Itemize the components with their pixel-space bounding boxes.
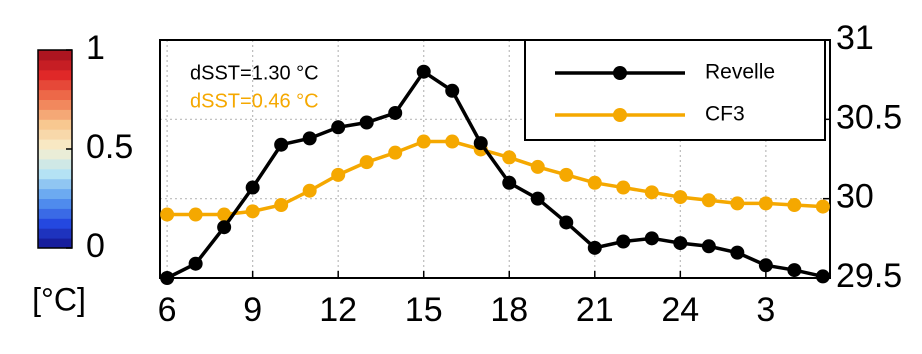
point <box>644 185 659 200</box>
colorbar-tick-label: 1 <box>86 29 105 67</box>
point <box>445 134 460 149</box>
point <box>787 198 802 213</box>
colorbar-cell <box>38 119 72 130</box>
point <box>359 155 374 170</box>
point <box>587 175 602 190</box>
point <box>559 215 574 230</box>
legend-label: CF3 <box>705 103 745 126</box>
colorbar-cell <box>38 208 72 219</box>
colorbar-cell <box>38 198 72 209</box>
colorbar-tick-label: 0 <box>86 227 105 265</box>
point <box>388 145 403 160</box>
colorbar-label: [°C] <box>32 281 86 317</box>
point <box>302 131 317 146</box>
point <box>502 150 517 165</box>
x-tick-label: 3 <box>756 291 775 329</box>
x-tick-label: 15 <box>405 291 443 329</box>
point <box>331 167 346 182</box>
point <box>473 136 488 151</box>
colorbar-cell <box>38 218 72 229</box>
colorbar-cell <box>38 50 72 61</box>
point <box>502 175 517 190</box>
colorbar-cell <box>38 188 72 199</box>
colorbar-tick-label: 0.5 <box>86 128 133 166</box>
plot-frame <box>159 39 831 279</box>
colorbar-cell <box>38 178 72 190</box>
point <box>245 180 260 195</box>
point <box>274 198 289 213</box>
colorbar-cell <box>38 59 72 71</box>
point <box>445 83 460 98</box>
point <box>274 137 289 152</box>
legend-marker <box>613 66 627 80</box>
colorbar-cell <box>38 109 72 120</box>
point <box>160 207 175 222</box>
y-tick-label: 31 <box>836 19 874 57</box>
point <box>644 231 659 246</box>
colorbar-cell <box>38 129 72 140</box>
colorbar-cell <box>38 139 72 150</box>
point <box>245 204 260 219</box>
point <box>217 220 232 235</box>
point <box>559 167 574 182</box>
point <box>160 271 175 285</box>
legend-marker <box>613 108 627 122</box>
colorbar-cell <box>38 168 72 180</box>
point <box>188 256 203 271</box>
colorbar-cell <box>38 158 72 170</box>
point <box>673 236 688 251</box>
y-tick-label: 30.5 <box>836 98 902 136</box>
point <box>701 193 716 208</box>
x-tick-label: 24 <box>661 291 699 329</box>
point <box>217 207 232 222</box>
point <box>416 64 431 79</box>
point <box>758 258 773 273</box>
series-line <box>167 139 823 217</box>
annotation: dSST=0.46 °C <box>190 90 319 112</box>
point <box>758 196 773 211</box>
point <box>587 240 602 255</box>
point <box>416 134 431 149</box>
point <box>388 105 403 120</box>
point <box>616 234 631 249</box>
point <box>673 190 688 205</box>
colorbar-cell <box>38 228 72 239</box>
x-tick-label: 21 <box>576 291 614 329</box>
colorbar-cell <box>38 69 72 81</box>
x-tick-label: 9 <box>243 291 262 329</box>
x-tick-label: 12 <box>319 291 357 329</box>
x-tick-label: 18 <box>490 291 528 329</box>
point <box>530 191 545 206</box>
point <box>730 245 745 260</box>
point <box>530 159 545 174</box>
annotation: dSST=1.30 °C <box>190 62 319 84</box>
legend-label: Revelle <box>705 61 775 84</box>
y-tick-label: 29.5 <box>836 257 902 295</box>
point <box>815 199 830 214</box>
colorbar-cell <box>38 79 72 91</box>
point <box>188 207 203 222</box>
colorbar-cell <box>38 99 72 110</box>
colorbar-cell <box>38 149 72 160</box>
point <box>331 120 346 135</box>
point <box>616 180 631 195</box>
point <box>787 263 802 278</box>
colorbar-cell <box>38 89 72 100</box>
point <box>730 196 745 211</box>
legend-box <box>524 39 826 141</box>
y-tick-label: 30 <box>836 178 874 216</box>
point <box>815 269 830 284</box>
colorbar-cell <box>38 238 72 249</box>
point <box>701 239 716 254</box>
point <box>302 183 317 198</box>
x-tick-label: 6 <box>158 291 177 329</box>
point <box>359 115 374 130</box>
